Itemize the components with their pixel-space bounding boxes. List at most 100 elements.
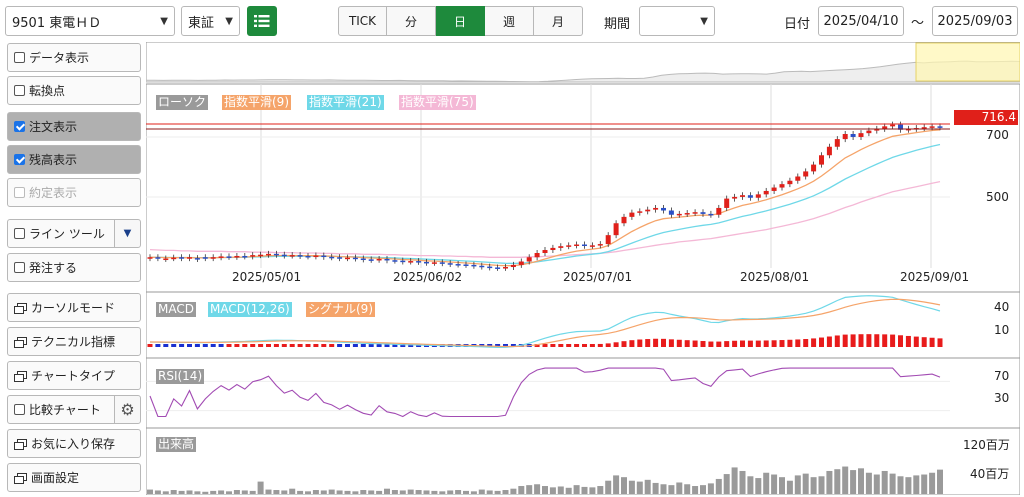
volume-bar	[431, 490, 438, 494]
volume-bar	[526, 485, 533, 494]
chevron-down-icon: ▼	[700, 15, 708, 27]
tab-tick[interactable]: TICK	[338, 6, 387, 36]
candle	[629, 212, 635, 217]
checkbox[interactable]	[14, 404, 25, 415]
candle	[187, 257, 192, 259]
macd-legend: MACD	[156, 302, 196, 317]
line-tool-toggle[interactable]: ライン ツール	[7, 219, 115, 248]
candle	[266, 253, 271, 256]
volume-bar	[873, 474, 880, 494]
line-tool-dropdown[interactable]: ▼	[114, 219, 141, 248]
order-display-toggle[interactable]: 注文表示	[7, 112, 141, 141]
candle	[882, 126, 888, 129]
macd-histogram-bar	[226, 344, 232, 347]
macd-histogram-bar	[510, 344, 516, 347]
candle	[258, 254, 264, 257]
checkbox[interactable]	[14, 262, 25, 273]
volume-bar	[707, 483, 714, 494]
candle	[937, 126, 943, 128]
macd-histogram-bar	[921, 337, 927, 347]
candle	[597, 244, 603, 246]
checkbox[interactable]	[14, 187, 25, 198]
date-from-input[interactable]: 2025/04/10	[818, 6, 904, 36]
order-toggle[interactable]: 発注する	[7, 253, 141, 282]
macd-histogram-bar	[495, 344, 501, 347]
volume-bar	[850, 470, 857, 494]
symbol-select[interactable]: 9501 東電ＨＤ ▼	[5, 6, 175, 36]
market-select[interactable]: 東証 ▼	[181, 6, 240, 36]
macd-histogram-bar	[202, 344, 208, 347]
cursor-mode-button[interactable]: カーソルモード	[7, 293, 141, 322]
candle	[526, 257, 532, 262]
volume-bar	[360, 490, 367, 494]
candle	[874, 128, 880, 131]
volume-bar	[281, 490, 288, 494]
chevron-down-icon: ▼	[160, 15, 168, 27]
candle	[605, 235, 611, 245]
tab-minute[interactable]: 分	[387, 6, 436, 36]
screen-settings-button[interactable]: 画面設定	[7, 463, 141, 492]
data-display-toggle[interactable]: データ表示	[7, 43, 141, 72]
tab-day[interactable]: 日	[436, 6, 485, 36]
candle	[692, 212, 698, 214]
chart-type-button[interactable]: チャートタイプ	[7, 361, 141, 390]
date-label: 日付	[784, 17, 811, 32]
candle	[716, 207, 722, 215]
candle	[463, 264, 469, 266]
checkbox[interactable]	[14, 154, 25, 165]
checkbox[interactable]	[14, 52, 25, 63]
favorite-save-button[interactable]: お気に入り保存	[7, 429, 141, 458]
macd-histogram-bar	[653, 338, 659, 347]
volume-bar	[249, 490, 256, 494]
macd-tick-40: 40	[994, 300, 1010, 314]
macd-histogram-bar	[297, 344, 303, 347]
compare-chart-toggle[interactable]: 比較チャート	[7, 395, 115, 424]
checkbox[interactable]	[14, 121, 25, 132]
volume-bar	[834, 469, 841, 494]
candle	[400, 260, 406, 263]
volume-bar	[921, 474, 928, 494]
chart-canvas[interactable]	[146, 42, 1020, 495]
checkbox[interactable]	[14, 85, 25, 96]
volume-bar	[557, 486, 564, 494]
compare-settings-button[interactable]: ⚙	[114, 395, 141, 424]
date-to-input[interactable]: 2025/09/03	[932, 6, 1018, 36]
candle	[155, 257, 161, 259]
chevron-down-icon: ▼	[225, 15, 233, 27]
candle	[921, 127, 927, 129]
macd-histogram-bar	[732, 340, 738, 347]
macd-histogram-bar	[550, 344, 556, 347]
tab-week[interactable]: 週	[485, 6, 534, 36]
window-icon	[14, 370, 27, 382]
date-separator: 〜	[911, 16, 925, 31]
macd-histogram-bar	[811, 338, 817, 347]
volume-bar	[312, 490, 319, 494]
candle	[826, 146, 832, 156]
candle	[210, 257, 216, 259]
volume-bar	[486, 490, 493, 494]
technical-indicator-button[interactable]: テクニカル指標	[7, 327, 141, 356]
menu-button[interactable]	[247, 6, 277, 36]
volume-bar	[257, 481, 264, 494]
period-select[interactable]: ▼	[639, 6, 715, 36]
candle	[337, 257, 343, 259]
position-display-toggle[interactable]: 残高表示	[7, 145, 141, 174]
candle	[621, 216, 627, 224]
candle	[345, 257, 350, 260]
macd-histogram-bar	[582, 344, 587, 347]
execution-display-toggle[interactable]: 約定表示	[7, 178, 141, 207]
volume-bar	[233, 490, 240, 494]
candle	[740, 195, 745, 197]
tab-month[interactable]: 月	[534, 6, 583, 36]
volume-bar	[810, 477, 817, 494]
volume-bar	[668, 485, 675, 494]
checkbox[interactable]	[14, 228, 25, 239]
macd-histogram-bar	[874, 334, 880, 347]
macd-histogram-bar	[826, 336, 832, 347]
turning-point-toggle[interactable]: 転換点	[7, 76, 141, 105]
data-display-label: データ表示	[29, 51, 90, 65]
volume-bar	[336, 490, 343, 494]
x-label-2: 2025/07/01	[563, 270, 633, 284]
candle	[431, 262, 437, 264]
volume-bar	[913, 475, 920, 494]
